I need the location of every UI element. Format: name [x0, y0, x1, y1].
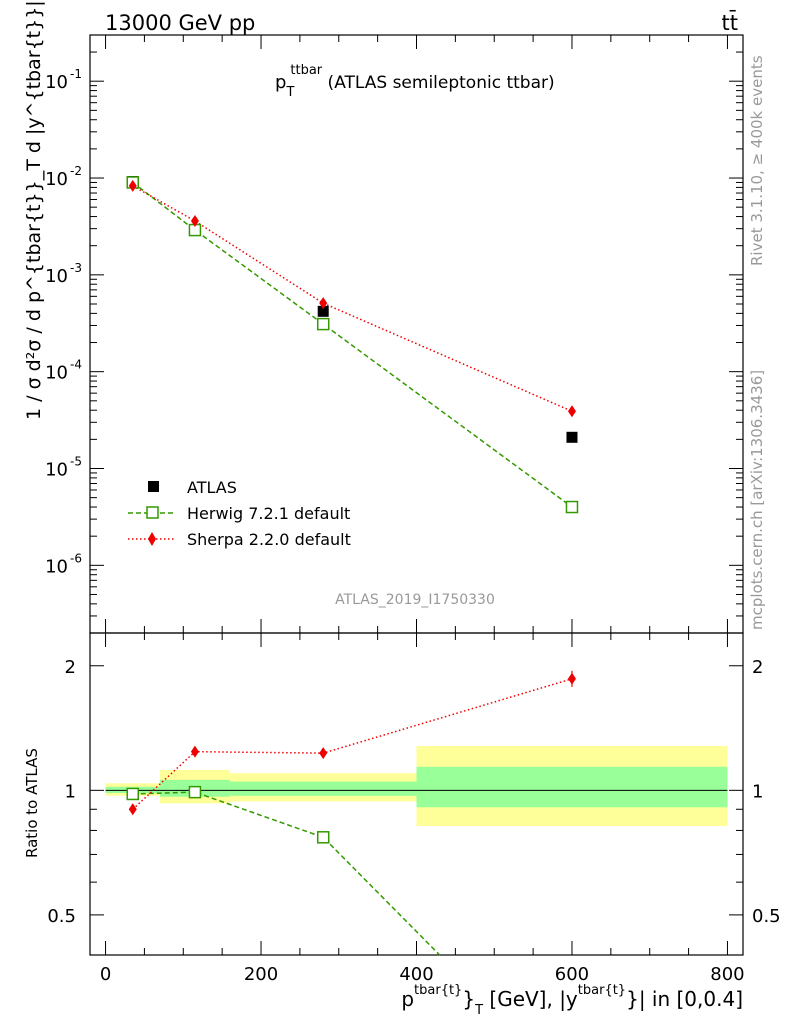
- legend-herwig-label: Herwig 7.2.1 default: [187, 504, 350, 523]
- mcplots-label: mcplots.cern.ch [arXiv:1306.3436]: [748, 370, 766, 630]
- herwig-point-2: [316, 317, 330, 331]
- main-y-tick-exp-2: -4: [70, 358, 82, 372]
- atlas-point-3: [566, 431, 578, 443]
- top-y-axis-label: 1 / σ d²σ / d p^{tbar{t}}_T d |y^{tbar{t…: [23, 0, 45, 420]
- legend-herwig-marker: [146, 506, 159, 519]
- main-panel: 10-610-510-410-310-210-1: [45, 34, 744, 634]
- atlas-point-2: [317, 305, 329, 317]
- sherpa-ratio-line: [132, 678, 573, 810]
- ratio-y-tick-label-left-0: 0.5: [47, 906, 76, 927]
- legend-entry-sherpa: Sherpa 2.2.0 default: [128, 530, 351, 549]
- x-tick-label-4: 800: [710, 964, 744, 985]
- ratio-y-tick-label-right-2: 2: [752, 657, 763, 678]
- sherpa-point-2: [319, 297, 328, 310]
- sherpa-point-1: [190, 214, 199, 227]
- legend-sherpa-marker: [148, 532, 156, 546]
- main-y-tick-label-0: 10: [45, 556, 68, 577]
- rivet-label: Rivet 3.1.10, ≥ 400k events: [748, 55, 766, 266]
- sherpa-ratio-point-2: [319, 747, 328, 760]
- main-y-tick-label-5: 10: [45, 72, 68, 93]
- x-axis-label: ptbar{t}}T [GeV], |ytbar{t}}| in [0,0.4]: [401, 983, 743, 1018]
- sherpa-point-0: [128, 179, 137, 192]
- sherpa-ratio-point-1: [190, 745, 199, 758]
- main-y-tick-exp-1: -5: [70, 454, 82, 468]
- ratio-panel: 0 200 400 600 800 0.5 0.5 1 1 2 2: [47, 632, 781, 985]
- legend-atlas-marker: [148, 481, 159, 492]
- ratio-y-tick-label-right-1: 1: [752, 781, 763, 802]
- uncertainty-band-inner-3: [416, 766, 728, 808]
- herwig-ratio-point-2: [316, 831, 330, 844]
- ratio-y-tick-label-left-1: 1: [65, 781, 76, 802]
- legend-sherpa-label: Sherpa 2.2.0 default: [187, 530, 351, 549]
- legend-entry-herwig: Herwig 7.2.1 default: [128, 504, 350, 523]
- energy-label: 13000 GeV pp: [105, 11, 255, 35]
- main-y-tick-label-4: 10: [45, 169, 68, 190]
- legend-atlas-label: ATLAS: [187, 478, 237, 497]
- ratio-y-tick-label-left-2: 2: [65, 657, 76, 678]
- herwig-ratio-point-1: [188, 785, 202, 799]
- x-tick-label-3: 600: [555, 964, 589, 985]
- sherpa-ratio-point-3: [567, 672, 576, 685]
- sherpa-line: [132, 185, 573, 412]
- sherpa-ratio-point-0: [128, 803, 137, 816]
- herwig-ratio-line: [132, 791, 441, 956]
- x-tick-label-2: 400: [399, 964, 433, 985]
- ratio-y-axis-label: Ratio to ATLAS: [23, 748, 41, 858]
- herwig-ratio-point-0: [126, 787, 140, 801]
- x-tick-label-0: 0: [100, 964, 111, 985]
- legend-entry-atlas: ATLAS: [148, 478, 237, 497]
- ratio-y-tick-label-right-0: 0.5: [752, 906, 781, 927]
- process-label: tt̄: [722, 10, 738, 35]
- main-y-tick-exp-0: -6: [70, 551, 82, 565]
- analysis-watermark: ATLAS_2019_I1750330: [335, 592, 495, 608]
- sherpa-point-3: [567, 405, 576, 418]
- uncertainty-band-inner-2: [229, 781, 417, 796]
- herwig-point-3: [565, 500, 579, 514]
- x-tick-label-1: 200: [244, 964, 278, 985]
- main-y-tick-label-3: 10: [45, 266, 68, 287]
- plot-title: pTttbar (ATLAS semileptonic ttbar): [275, 63, 555, 100]
- legend: ATLAS Herwig 7.2.1 default Sherpa 2.2.0 …: [128, 478, 351, 549]
- main-y-tick-exp-3: -3: [70, 261, 82, 275]
- main-y-tick-label-2: 10: [45, 363, 68, 384]
- main-y-tick-exp-4: -2: [70, 164, 82, 178]
- main-y-tick-exp-5: -1: [70, 67, 82, 81]
- main-y-tick-label-1: 10: [45, 459, 68, 480]
